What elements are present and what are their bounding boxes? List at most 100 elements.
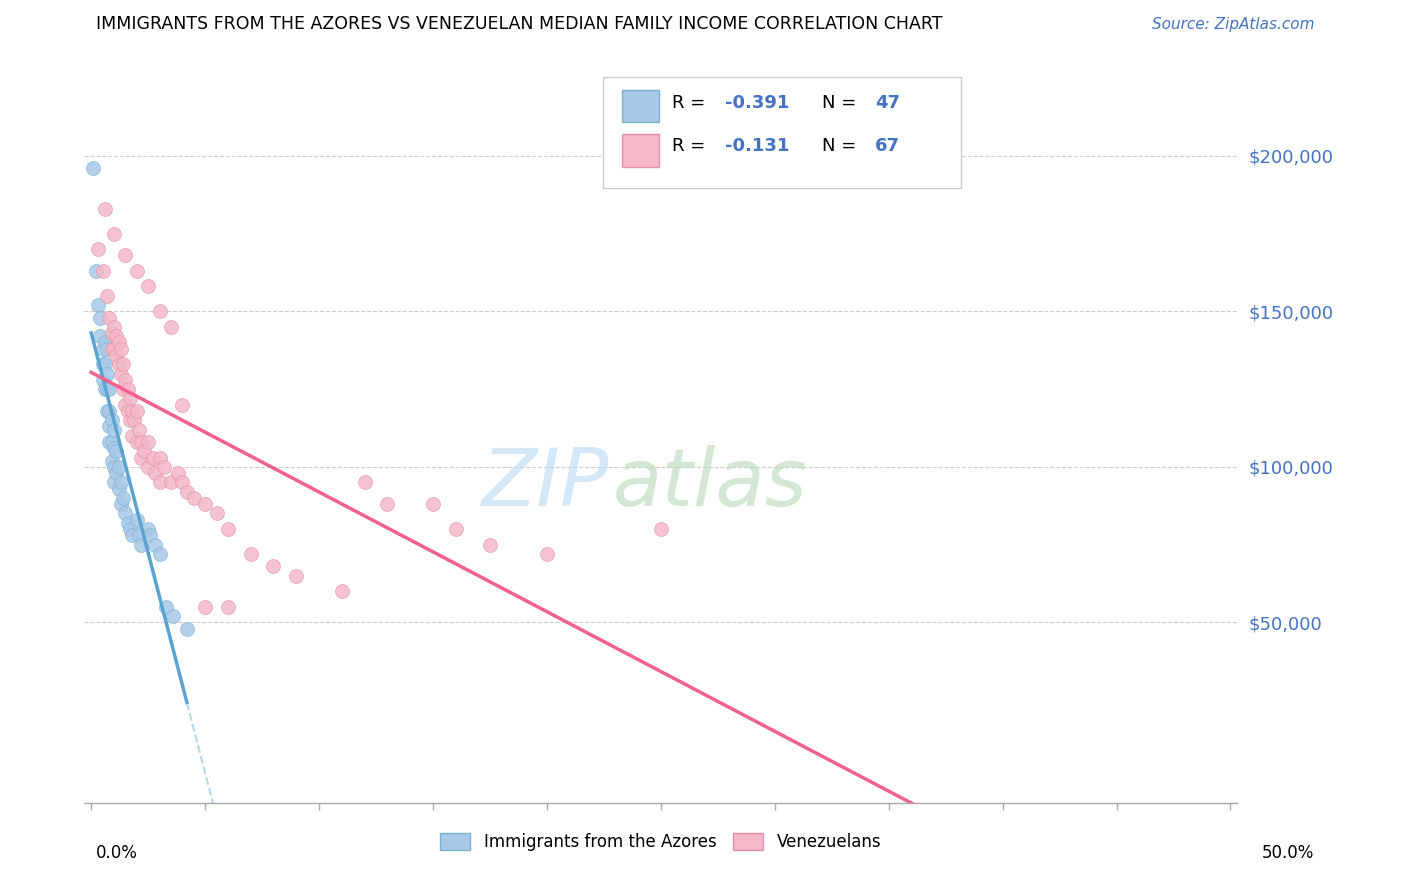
Point [117,404,139,418]
Point [172,398,194,412]
Text: 0.0%: 0.0% [96,844,138,862]
Text: 67: 67 [876,137,900,155]
Point [139,528,162,542]
Point [112,357,135,371]
Point [118,413,141,427]
Point [155,599,177,614]
Point [136,459,159,474]
Point [148,304,170,318]
Legend: Immigrants from the Azores, Venezuelans: Immigrants from the Azores, Venezuelans [434,826,887,857]
FancyBboxPatch shape [603,78,960,188]
Point [136,522,159,536]
Point [105,348,128,362]
Point [205,507,228,521]
Point [100,326,122,340]
Point [162,609,184,624]
Point [89,310,111,325]
Point [112,491,135,505]
Point [114,507,136,521]
Point [117,516,139,530]
Point [131,434,153,449]
Point [125,513,148,527]
Text: R =: R = [672,137,711,155]
Text: -0.391: -0.391 [725,95,790,112]
Point [103,441,125,455]
Point [121,428,143,442]
Point [91,264,114,278]
Point [105,329,128,343]
Point [98,404,121,418]
Point [183,491,205,505]
Point [142,450,165,465]
Point [172,475,194,490]
Point [121,528,143,542]
Point [148,450,170,465]
Point [100,434,122,449]
Point [121,404,143,418]
Point [117,382,139,396]
Point [160,475,183,490]
Point [96,404,118,418]
Point [94,357,117,371]
Point [143,538,166,552]
Point [100,342,122,356]
Point [194,599,217,614]
Point [96,289,118,303]
Point [107,459,129,474]
Point [444,522,467,536]
Point [125,264,148,278]
Point [96,367,118,381]
Point [176,484,198,499]
Point [110,367,132,381]
Point [112,382,135,396]
Point [110,475,132,490]
Point [125,404,148,418]
Point [89,329,111,343]
Point [263,559,285,574]
Point [94,202,117,216]
Point [148,547,170,561]
Point [136,434,159,449]
Point [239,547,262,561]
Point [536,547,558,561]
Point [131,538,153,552]
Point [143,466,166,480]
Point [153,459,176,474]
Text: IMMIGRANTS FROM THE AZORES VS VENEZUELAN MEDIAN FAMILY INCOME CORRELATION CHART: IMMIGRANTS FROM THE AZORES VS VENEZUELAN… [96,15,942,33]
Point [217,599,239,614]
Point [98,419,121,434]
Point [422,497,444,511]
Point [124,413,146,427]
Point [94,335,117,350]
Point [114,373,136,387]
Point [107,482,129,496]
Point [128,528,150,542]
Point [217,522,239,536]
FancyBboxPatch shape [621,135,658,167]
Point [160,319,183,334]
Point [650,522,672,536]
Text: ZIP: ZIP [482,445,609,524]
Point [118,392,141,406]
Point [103,475,125,490]
Point [114,398,136,412]
Point [98,434,121,449]
Point [103,227,125,241]
Point [353,475,375,490]
Point [84,264,107,278]
Point [285,568,308,582]
Point [125,434,148,449]
Point [98,310,121,325]
Point [110,342,132,356]
Point [91,357,114,371]
Point [87,242,110,256]
FancyBboxPatch shape [621,90,658,122]
Point [132,444,155,458]
Point [94,382,117,396]
Point [96,342,118,356]
Text: N =: N = [823,137,862,155]
Point [82,161,104,176]
Point [118,522,141,536]
Point [98,382,121,396]
Point [136,279,159,293]
